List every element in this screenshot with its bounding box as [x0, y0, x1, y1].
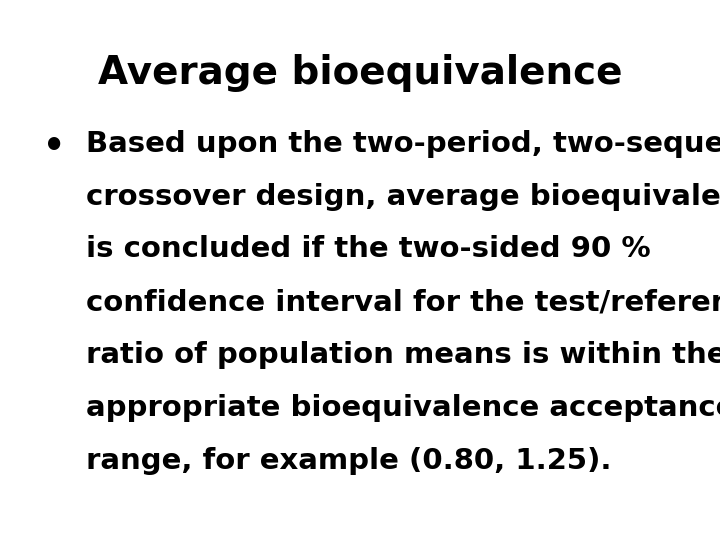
Text: crossover design, average bioequivalence: crossover design, average bioequivalence [86, 183, 720, 211]
Text: is concluded if the two-sided 90 %: is concluded if the two-sided 90 % [86, 235, 651, 264]
Text: ratio of population means is within the: ratio of population means is within the [86, 341, 720, 369]
Text: Based upon the two-period, two-sequence: Based upon the two-period, two-sequence [86, 130, 720, 158]
Text: range, for example (0.80, 1.25).: range, for example (0.80, 1.25). [86, 447, 612, 475]
Text: Average bioequivalence: Average bioequivalence [98, 54, 622, 92]
Text: •: • [43, 130, 66, 164]
Text: confidence interval for the test/reference: confidence interval for the test/referen… [86, 288, 720, 316]
Text: appropriate bioequivalence acceptance: appropriate bioequivalence acceptance [86, 394, 720, 422]
